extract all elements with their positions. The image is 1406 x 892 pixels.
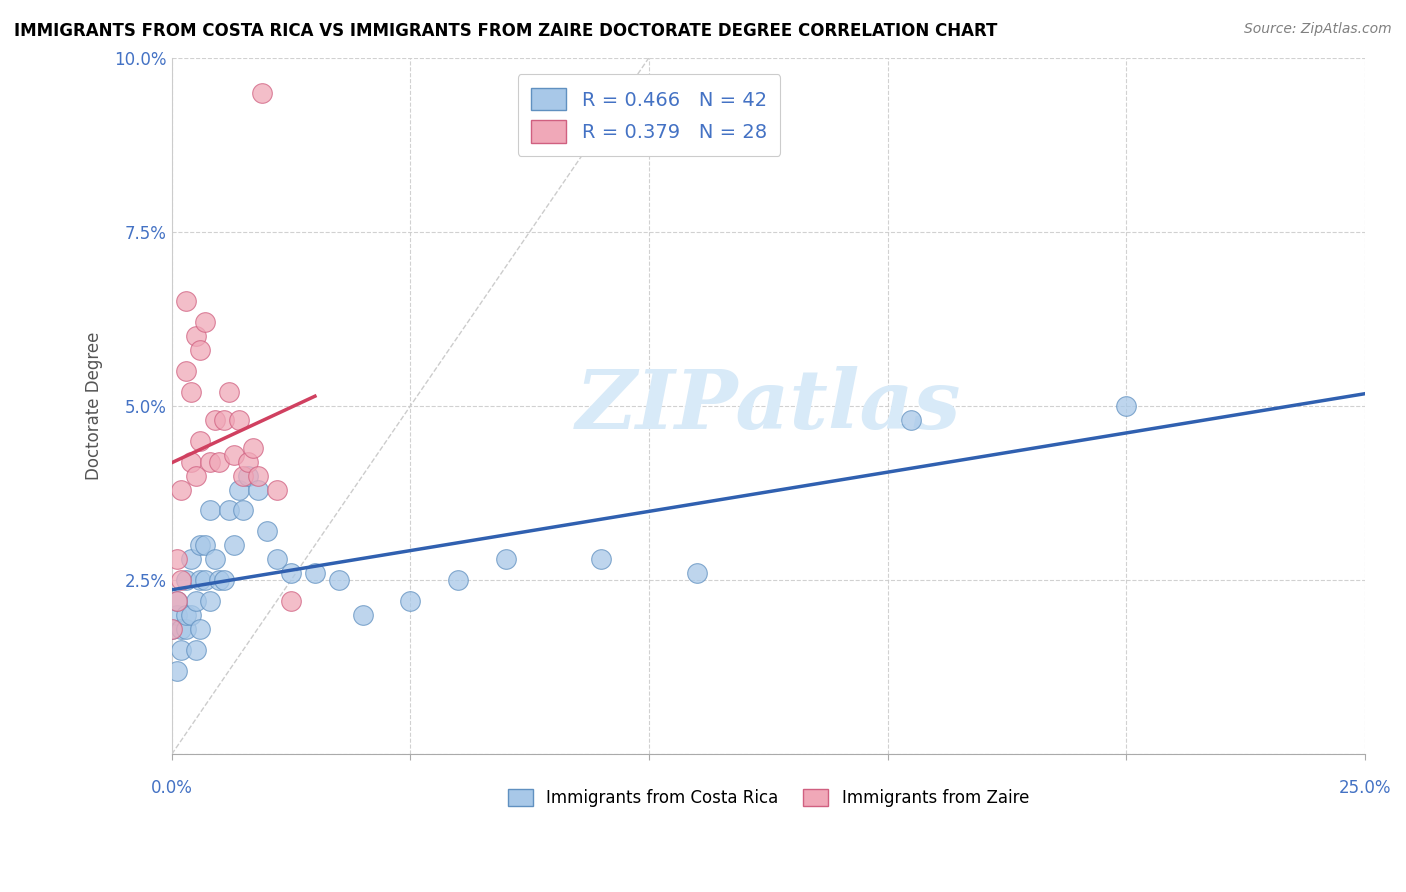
Point bbox=[160, 622, 183, 636]
Point bbox=[194, 315, 217, 329]
Point bbox=[304, 566, 326, 581]
Point bbox=[160, 622, 183, 636]
Point bbox=[1115, 399, 1137, 413]
Y-axis label: Doctorate Degree: Doctorate Degree bbox=[86, 332, 103, 480]
Point bbox=[495, 552, 517, 566]
Point bbox=[184, 594, 207, 608]
Point bbox=[166, 664, 188, 678]
Point bbox=[228, 413, 250, 427]
Point bbox=[591, 552, 613, 566]
Point bbox=[228, 483, 250, 497]
Text: 25.0%: 25.0% bbox=[1339, 779, 1391, 797]
Point bbox=[170, 483, 193, 497]
Point bbox=[222, 448, 245, 462]
Point bbox=[900, 413, 922, 427]
Text: Source: ZipAtlas.com: Source: ZipAtlas.com bbox=[1244, 22, 1392, 37]
Point bbox=[170, 622, 193, 636]
Text: 0.0%: 0.0% bbox=[150, 779, 193, 797]
Point bbox=[190, 343, 212, 358]
Text: IMMIGRANTS FROM COSTA RICA VS IMMIGRANTS FROM ZAIRE DOCTORATE DEGREE CORRELATION: IMMIGRANTS FROM COSTA RICA VS IMMIGRANTS… bbox=[14, 22, 997, 40]
Point bbox=[218, 384, 240, 399]
Text: ZIPatlas: ZIPatlas bbox=[575, 366, 962, 446]
Point bbox=[280, 566, 302, 581]
Point bbox=[198, 594, 221, 608]
Point bbox=[236, 455, 259, 469]
Point bbox=[184, 468, 207, 483]
Point bbox=[214, 573, 236, 587]
Point bbox=[204, 552, 226, 566]
Point bbox=[180, 552, 202, 566]
Point bbox=[180, 455, 202, 469]
Point bbox=[180, 384, 202, 399]
Point bbox=[280, 594, 302, 608]
Point bbox=[166, 594, 188, 608]
Point bbox=[166, 594, 188, 608]
Point bbox=[174, 607, 197, 622]
Point bbox=[170, 642, 193, 657]
Point bbox=[170, 573, 193, 587]
Point bbox=[208, 455, 231, 469]
Point bbox=[184, 329, 207, 343]
Point bbox=[328, 573, 350, 587]
Point bbox=[198, 455, 221, 469]
Point bbox=[222, 538, 245, 552]
Point bbox=[266, 552, 288, 566]
Point bbox=[194, 573, 217, 587]
Point bbox=[174, 294, 197, 309]
Point bbox=[194, 538, 217, 552]
Point bbox=[399, 594, 422, 608]
Point bbox=[174, 573, 197, 587]
Point bbox=[166, 552, 188, 566]
Point bbox=[190, 622, 212, 636]
Point bbox=[447, 573, 470, 587]
Point bbox=[352, 607, 374, 622]
Point bbox=[190, 538, 212, 552]
Point bbox=[190, 434, 212, 448]
Point bbox=[204, 413, 226, 427]
Point bbox=[266, 483, 288, 497]
Point bbox=[242, 441, 264, 455]
Point bbox=[198, 503, 221, 517]
Point bbox=[686, 566, 709, 581]
Point bbox=[190, 573, 212, 587]
Point bbox=[236, 468, 259, 483]
Point bbox=[184, 642, 207, 657]
Point bbox=[214, 413, 236, 427]
Point bbox=[252, 86, 274, 100]
Point bbox=[174, 364, 197, 378]
Point bbox=[232, 468, 254, 483]
Point bbox=[208, 573, 231, 587]
Point bbox=[180, 607, 202, 622]
Legend: Immigrants from Costa Rica, Immigrants from Zaire: Immigrants from Costa Rica, Immigrants f… bbox=[499, 780, 1038, 815]
Point bbox=[246, 468, 269, 483]
Point bbox=[246, 483, 269, 497]
Point bbox=[232, 503, 254, 517]
Point bbox=[256, 524, 278, 539]
Point bbox=[218, 503, 240, 517]
Point bbox=[166, 607, 188, 622]
Point bbox=[174, 622, 197, 636]
